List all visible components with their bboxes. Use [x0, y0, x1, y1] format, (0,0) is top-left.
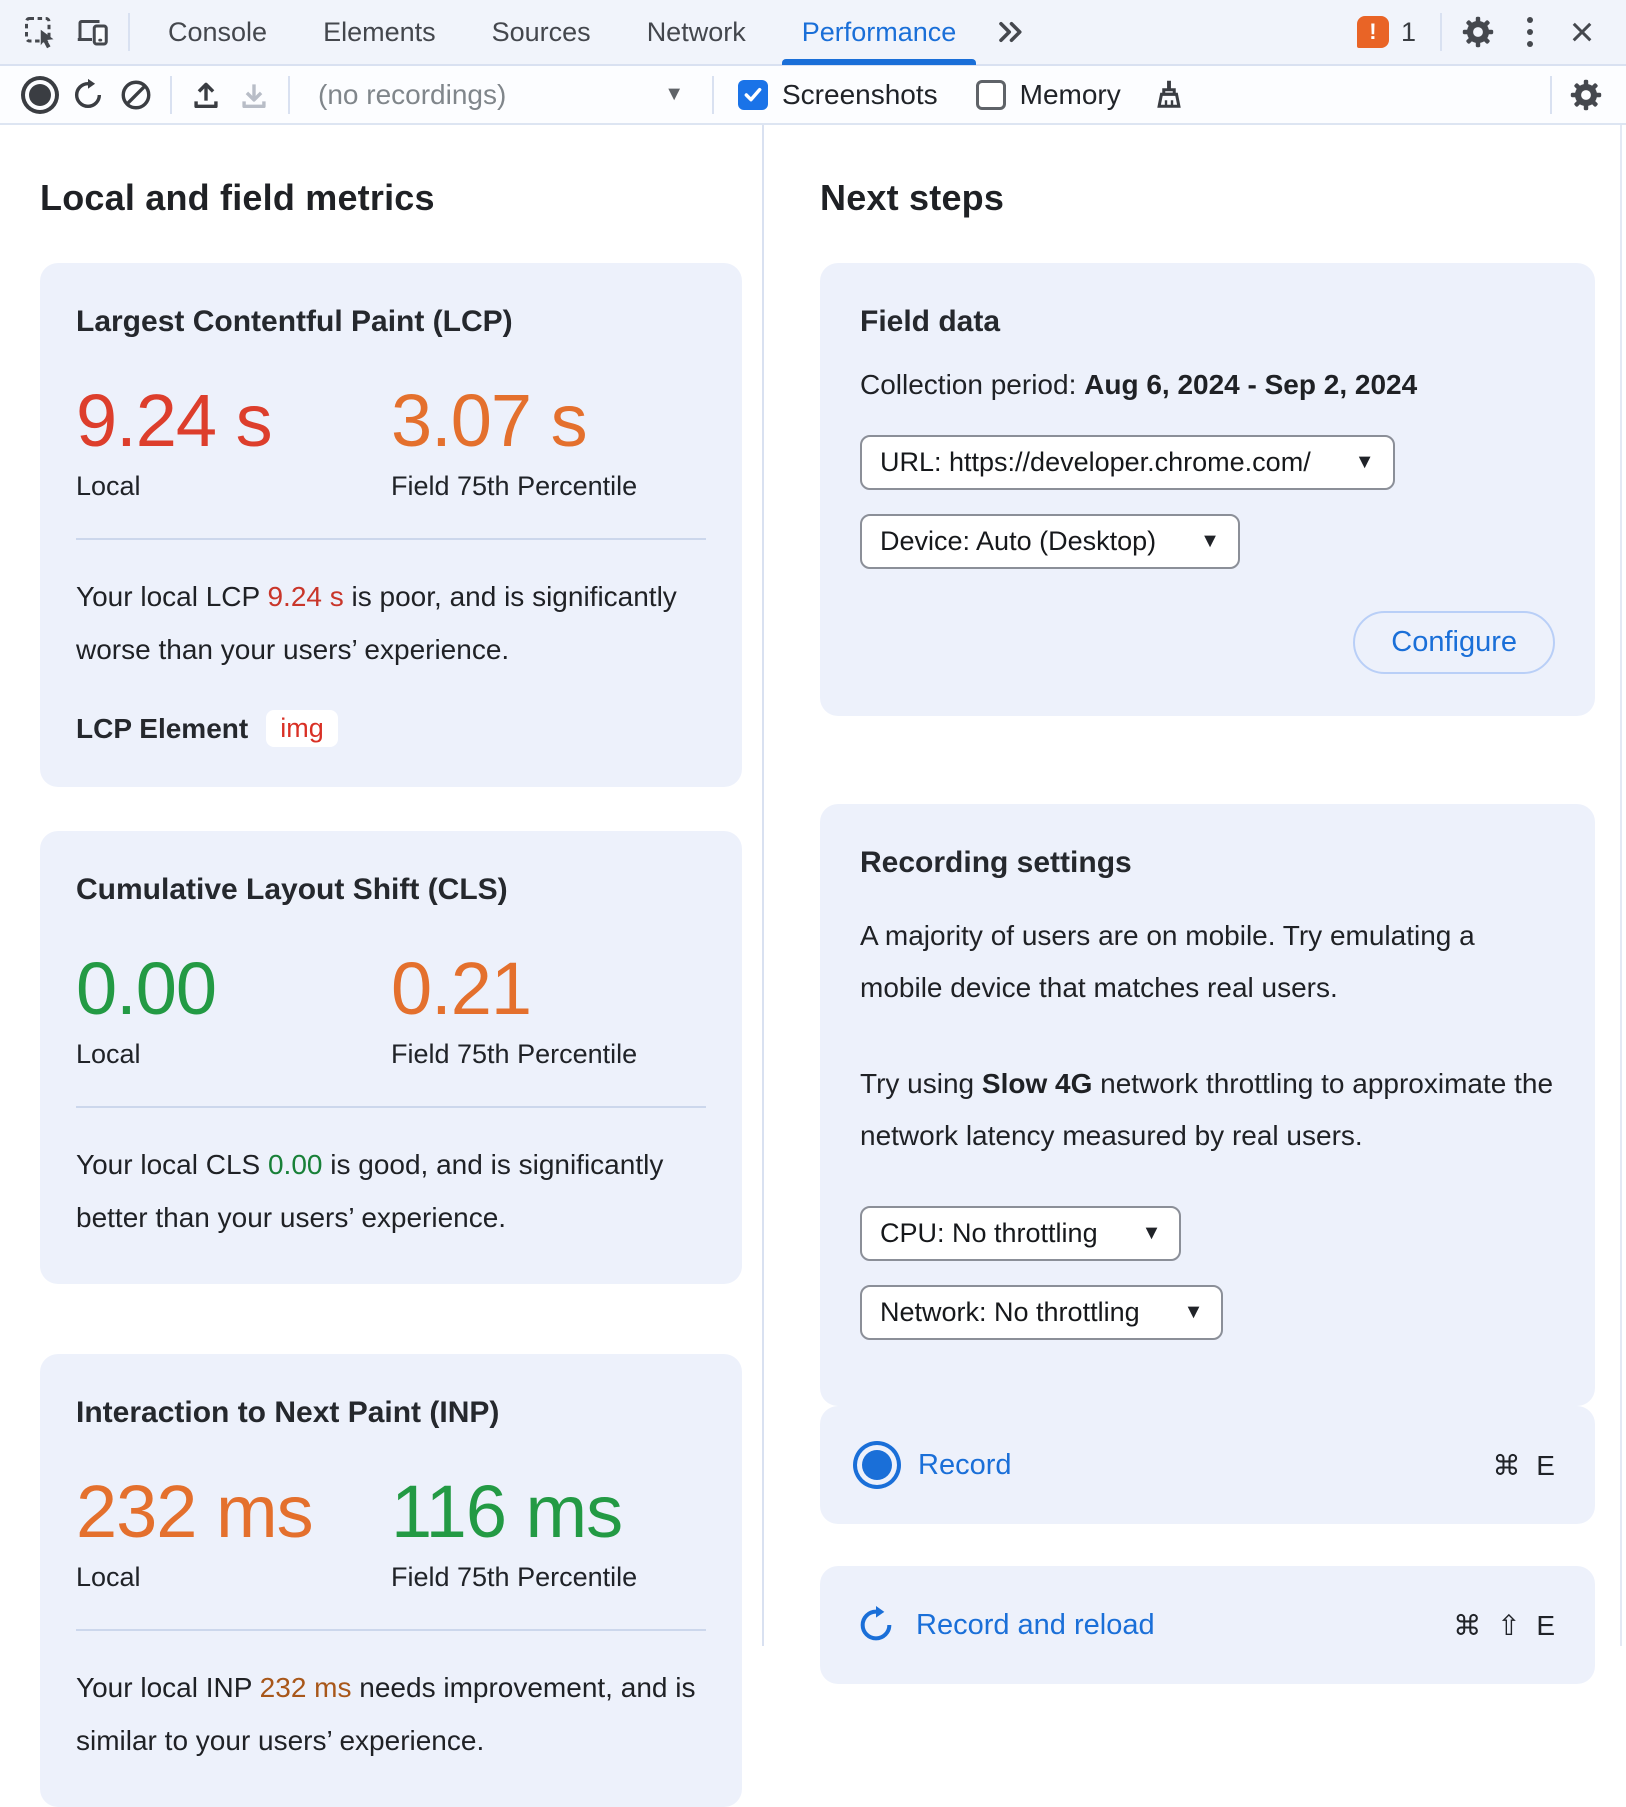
metric-title: Interaction to Next Paint (INP) — [76, 1396, 500, 1429]
device-toolbar-icon[interactable] — [66, 6, 118, 58]
divider — [712, 75, 714, 114]
metric-title: Largest Contentful Paint (LCP) — [76, 305, 513, 338]
divider — [1440, 13, 1442, 51]
divider — [128, 13, 130, 51]
tab-sources[interactable]: Sources — [491, 16, 591, 47]
local-label: Local — [76, 1039, 141, 1069]
lcp-inline-value: 9.24 s — [267, 581, 344, 612]
record-reload-action-card: Record and reload ⌘ ⇧ E — [820, 1566, 1595, 1684]
mobile-emulation-tip: A majority of users are on mobile. Try e… — [860, 920, 1475, 1003]
chevron-down-icon: ▼ — [1141, 1222, 1162, 1244]
metric-card-cls: Cumulative Layout Shift (CLS) 0.00 Local… — [40, 831, 742, 1284]
local-label: Local — [76, 1562, 141, 1592]
next-steps-heading: Next steps — [820, 177, 1005, 218]
local-label: Local — [76, 471, 141, 501]
record-action-card: Record ⌘ E — [820, 1406, 1595, 1524]
lcp-element-link[interactable]: img — [266, 710, 338, 747]
metric-title: Cumulative Layout Shift (CLS) — [76, 873, 508, 906]
inspect-element-icon[interactable] — [14, 6, 66, 58]
performance-toolbar: (no recordings) ▼ Screenshots Memory — [0, 66, 1626, 125]
cls-field-value: 0.21 — [391, 947, 532, 1030]
network-throttling-dropdown[interactable]: Network: No throttling ▼ — [860, 1285, 1224, 1340]
reload-icon — [860, 1606, 892, 1641]
divider — [288, 75, 290, 114]
record-and-reload-button[interactable]: Record and reload — [856, 1605, 1453, 1645]
record-button[interactable]: Record — [856, 1444, 1493, 1486]
field-label: Field 75th Percentile — [391, 1562, 638, 1592]
tab-performance[interactable]: Performance — [774, 0, 985, 65]
record-shortcut: ⌘ E — [1492, 1449, 1559, 1481]
issues-counter[interactable]: ! 1 — [1356, 16, 1416, 48]
cls-inline-value: 0.00 — [267, 1149, 323, 1180]
settings-gear-icon[interactable] — [1452, 6, 1504, 58]
lcp-field-value: 3.07 s — [391, 379, 588, 462]
record-and-reload-icon[interactable] — [64, 71, 112, 119]
more-tabs-icon[interactable] — [984, 6, 1036, 58]
close-devtools-icon[interactable]: × — [1569, 8, 1595, 55]
chevron-down-icon: ▼ — [1183, 1301, 1204, 1323]
metric-card-lcp: Largest Contentful Paint (LCP) 9.24 s Lo… — [40, 263, 742, 787]
memory-checkbox[interactable]: Memory — [975, 79, 1121, 111]
cls-description: Your local CLS 0.00 is good, and is sign… — [76, 1149, 664, 1233]
chevron-down-icon: ▼ — [1354, 451, 1375, 473]
lcp-local-value: 9.24 s — [76, 379, 273, 462]
divider — [170, 75, 172, 114]
field-data-card: Field data Collection period: Aug 6, 202… — [820, 263, 1595, 716]
cpu-throttling-dropdown[interactable]: CPU: No throttling ▼ — [860, 1206, 1182, 1261]
local-field-metrics-heading: Local and field metrics — [40, 177, 435, 218]
divider — [76, 1629, 706, 1631]
tab-network[interactable]: Network — [646, 16, 746, 47]
field-label: Field 75th Percentile — [391, 471, 638, 501]
checkbox-unchecked-icon — [975, 79, 1006, 110]
chevron-down-icon: ▼ — [1200, 530, 1220, 552]
metric-card-inp: Interaction to Next Paint (INP) 232 ms L… — [40, 1354, 742, 1807]
recording-settings-card: Recording settings A majority of users a… — [820, 804, 1595, 1406]
screenshots-checkbox[interactable]: Screenshots — [738, 79, 938, 111]
divider — [1550, 75, 1552, 114]
inp-inline-value: 232 ms — [259, 1672, 352, 1703]
inp-description: Your local INP 232 ms needs improvement,… — [76, 1672, 696, 1756]
divider — [76, 1106, 706, 1108]
performance-landing-panel: Local and field metrics Largest Contentf… — [0, 125, 1626, 1807]
inp-field-value: 116 ms — [391, 1470, 623, 1553]
network-throttling-tip: Try using Slow 4G network throttling to … — [860, 1068, 1554, 1151]
record-reload-shortcut: ⌘ ⇧ E — [1453, 1609, 1559, 1641]
field-data-title: Field data — [860, 305, 1001, 338]
column-divider — [762, 125, 764, 1646]
device-dropdown[interactable]: Device: Auto (Desktop) ▼ — [860, 514, 1240, 569]
tab-elements[interactable]: Elements — [323, 16, 436, 47]
lcp-description: Your local LCP 9.24 s is poor, and is si… — [76, 581, 677, 665]
issues-icon: ! — [1356, 16, 1389, 48]
record-icon[interactable] — [16, 71, 64, 119]
url-dropdown[interactable]: URL: https://developer.chrome.com/ ▼ — [860, 435, 1395, 490]
chevron-down-icon: ▼ — [664, 83, 684, 105]
tab-console[interactable]: Console — [168, 16, 268, 47]
recording-settings-title: Recording settings — [860, 846, 1132, 879]
collection-period: Collection period: Aug 6, 2024 - Sep 2, … — [860, 369, 1418, 400]
devtools-tab-bar: Console Elements Sources Network Perform… — [0, 0, 1626, 66]
download-profile-icon[interactable] — [230, 71, 278, 119]
cls-local-value: 0.00 — [76, 947, 217, 1030]
configure-button[interactable]: Configure — [1353, 611, 1555, 674]
active-tab-underline — [781, 59, 977, 65]
more-options-kebab-icon[interactable] — [1504, 6, 1556, 58]
capture-settings-gear-icon[interactable] — [1562, 71, 1610, 119]
collect-garbage-brush-icon[interactable] — [1145, 71, 1193, 119]
record-icon — [862, 1450, 892, 1480]
field-label: Field 75th Percentile — [391, 1039, 638, 1069]
recordings-dropdown[interactable]: (no recordings) ▼ — [318, 78, 684, 110]
upload-profile-icon[interactable] — [182, 71, 230, 119]
inp-local-value: 232 ms — [76, 1470, 314, 1553]
divider — [76, 538, 706, 540]
lcp-element-label: LCP Element — [76, 712, 249, 744]
scrollbar-gutter — [1620, 125, 1622, 1646]
checkbox-checked-icon — [738, 79, 768, 110]
clear-icon[interactable] — [112, 71, 160, 119]
